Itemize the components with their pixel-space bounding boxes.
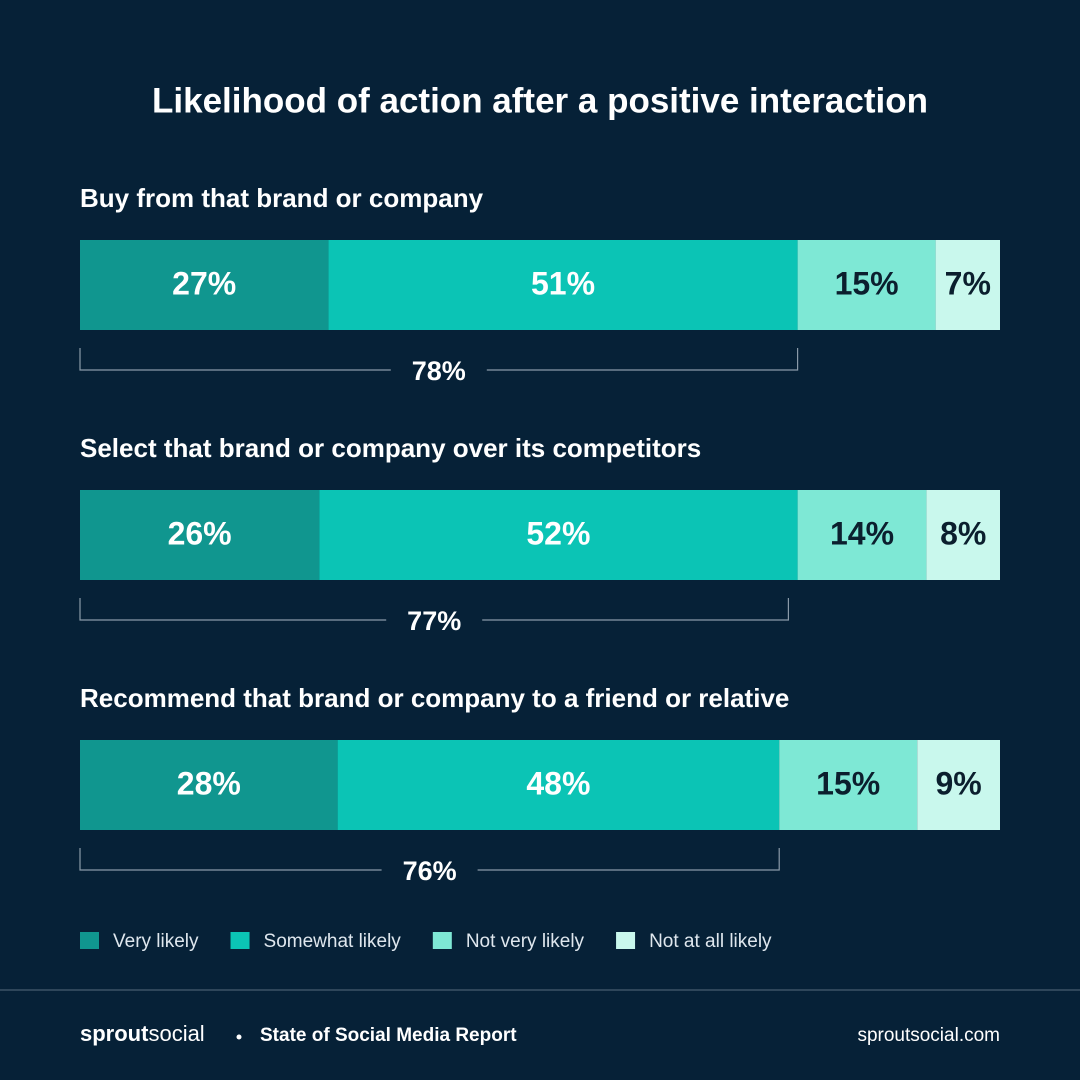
- row-title: Buy from that brand or company: [80, 183, 484, 213]
- legend-label: Somewhat likely: [264, 931, 402, 952]
- row-title: Recommend that brand or company to a fri…: [80, 683, 789, 713]
- bar-segment: [926, 490, 1000, 580]
- total-label: 76%: [403, 856, 457, 886]
- bar-segment: [80, 240, 329, 330]
- value-label: 51%: [531, 265, 595, 301]
- bar-segment: [319, 490, 798, 580]
- logo-part: social: [148, 1021, 204, 1046]
- legend-swatch: [616, 932, 636, 949]
- bar-segment: [328, 240, 798, 330]
- value-label: 52%: [526, 515, 590, 551]
- legend-label: Not very likely: [466, 931, 585, 952]
- logo-part: sprout: [80, 1021, 149, 1046]
- legend-swatch: [230, 932, 250, 949]
- value-label: 28%: [177, 765, 241, 801]
- chart-title: Likelihood of action after a positive in…: [152, 81, 928, 120]
- bar-segment: [797, 240, 936, 330]
- bar-segment: [917, 740, 1000, 830]
- legend-label: Very likely: [113, 931, 199, 952]
- value-label: 48%: [526, 765, 590, 801]
- total-bracket: [79, 348, 799, 371]
- legend-swatch: [432, 932, 452, 949]
- url: sproutsocial.com: [857, 1025, 1000, 1046]
- bar-segment: [779, 740, 918, 830]
- total-label: 77%: [407, 606, 461, 636]
- total-label: 78%: [412, 356, 466, 386]
- value-label: 26%: [168, 515, 232, 551]
- value-label: 15%: [835, 265, 899, 301]
- bar-segment: [80, 490, 320, 580]
- row-title: Select that brand or company over its co…: [80, 433, 701, 463]
- value-label: 14%: [830, 515, 894, 551]
- report-name: State of Social Media Report: [260, 1025, 517, 1046]
- legend-label: Not at all likely: [649, 931, 772, 952]
- value-label: 27%: [172, 265, 236, 301]
- value-label: 8%: [940, 515, 986, 551]
- total-bracket: [79, 848, 780, 871]
- total-bracket: [79, 598, 789, 621]
- legend-swatch: [80, 932, 99, 949]
- value-label: 7%: [945, 265, 991, 301]
- value-label: 15%: [816, 765, 880, 801]
- bar-segment: [935, 240, 1000, 330]
- bar-segment: [337, 740, 780, 830]
- separator-dot: [236, 1034, 242, 1040]
- bar-segment: [80, 740, 338, 830]
- value-label: 9%: [935, 765, 981, 801]
- logo: sproutsocial: [80, 1021, 205, 1046]
- bar-segment: [797, 490, 927, 580]
